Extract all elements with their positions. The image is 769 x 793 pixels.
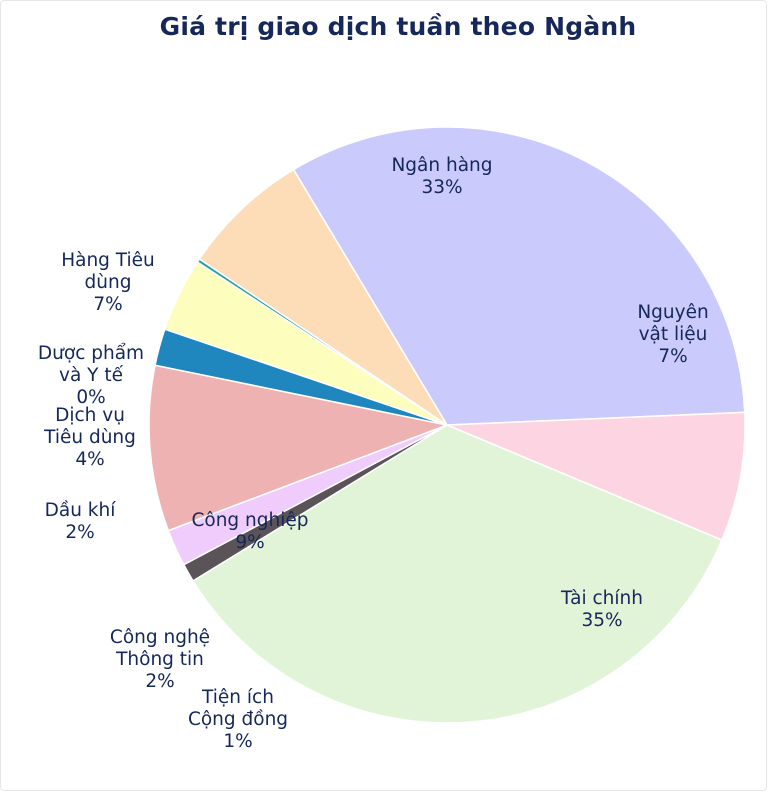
slice-label-line: Dầu khí: [45, 500, 117, 521]
slice-label-cong-nghiep: Công nghiệp 9%: [191, 510, 308, 553]
slice-label-cong-nghe-thong-tin: Công nghệ Thông tin 2%: [110, 627, 210, 692]
slice-label-dich-vu-tieu-dung: Dịch vụ Tiêu dùng 4%: [43, 405, 136, 470]
pie-labels: Ngân hàng 33%Nguyên vật liệu 7%Tài chính 35%…: [38, 155, 709, 752]
pie-slice-hang-tieu-dung: [198, 168, 448, 426]
slice-label-line: 7%: [93, 294, 122, 315]
pie-slice-ngan-hang: [292, 126, 746, 426]
slice-label-tien-ich-cong-dong: Tiện ích Cộng đồng 1%: [188, 687, 288, 752]
slice-label-line: Hàng Tiêu: [61, 250, 155, 271]
slice-label-line: Cộng đồng: [188, 709, 288, 730]
slice-label-line: 7%: [658, 346, 687, 367]
slice-label-line: Tiêu dùng: [43, 427, 136, 448]
pie-slice-cong-nghiep: [148, 364, 450, 532]
slice-label-line: Công nghiệp: [191, 510, 308, 531]
pie-slice-tai-chinh: [191, 424, 723, 724]
slice-label-line: Dược phẩm: [38, 343, 144, 364]
slice-label-line: Tiện ích: [201, 687, 274, 708]
slice-label-ngan-hang: Ngân hàng 33%: [391, 155, 492, 198]
slice-label-line: dùng: [85, 272, 132, 293]
slice-label-line: Công nghệ: [110, 627, 210, 648]
slice-label-line: 2%: [145, 671, 174, 692]
slice-label-line: vật liệu: [639, 324, 708, 345]
slice-label-duoc-pham-va-y-te: Dược phẩm và Y tế 0%: [38, 343, 144, 408]
slice-label-nguyen-vat-lieu: Nguyên vật liệu 7%: [637, 302, 708, 367]
slice-label-line: 1%: [223, 731, 252, 752]
slice-label-dau-khi: Dầu khí 2%: [45, 500, 117, 543]
slice-label-hang-tieu-dung: Hàng Tiêu dùng 7%: [61, 250, 155, 315]
slice-label-line: Ngân hàng: [391, 155, 492, 176]
pie-slices: [148, 126, 746, 724]
chart-title: Giá trị giao dịch tuần theo Ngành: [159, 12, 637, 41]
slice-label-line: 2%: [65, 522, 94, 543]
slice-label-line: Nguyên: [637, 302, 708, 323]
slice-label-line: 35%: [581, 610, 622, 631]
slice-label-tai-chinh: Tài chính 35%: [560, 588, 643, 631]
slice-label-line: và Y tế: [59, 365, 124, 386]
slice-label-line: 9%: [235, 532, 264, 553]
slice-label-line: Tài chính: [560, 588, 643, 609]
slice-label-line: 33%: [421, 177, 462, 198]
slice-label-line: Thông tin: [115, 649, 204, 670]
slice-label-line: 0%: [76, 387, 105, 408]
slice-label-line: Dịch vụ: [55, 405, 125, 426]
pie-slice-nguyen-vat-lieu: [446, 411, 746, 542]
slice-label-line: 4%: [75, 449, 104, 470]
